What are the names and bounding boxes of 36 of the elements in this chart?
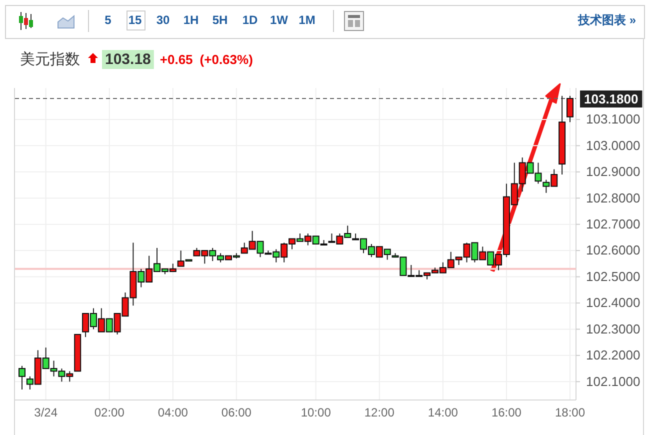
y-tick-label: 102.9000 [586, 164, 640, 180]
text: (+0.63%) [200, 52, 253, 67]
y-tick-label: 102.5000 [586, 268, 640, 284]
x-tick-label: 16:00 [491, 406, 522, 420]
text: 技术图表 » [577, 13, 636, 27]
text: 1D [242, 13, 258, 27]
text: 1M [298, 13, 316, 27]
x-tick-label: 04:00 [158, 406, 188, 420]
y-tick-label: 102.8000 [586, 190, 640, 206]
x-tick-label: 18:00 [554, 406, 586, 420]
text: 15 [128, 13, 142, 27]
ref-line-label: 103.1800 [584, 91, 638, 106]
candlestick [18, 365, 26, 390]
text: 1H [183, 13, 199, 27]
x-tick-label: 02:00 [94, 406, 125, 420]
y-tick-label: 103.0000 [586, 138, 640, 153]
text: +0.65 [160, 52, 193, 67]
y-tick-label: 103.1000 [586, 112, 640, 127]
y-tick-label: 102.6000 [586, 242, 640, 258]
x-tick-label: 12:00 [364, 406, 395, 420]
text: 30 [156, 13, 170, 27]
y-tick-label: 102.3000 [586, 321, 640, 336]
y-tick-label: 102.7000 [586, 216, 640, 232]
candlestick [566, 95, 574, 123]
text: 1W [270, 13, 289, 27]
text: 5H [212, 13, 228, 27]
x-tick-label: 10:00 [300, 406, 332, 420]
y-tick-label: 102.1000 [586, 374, 640, 389]
text: 103.18 [105, 51, 151, 68]
y-tick-label: 102.4000 [586, 295, 640, 310]
chart-title: 美元指数 [20, 51, 80, 68]
x-tick-label: 06:00 [221, 406, 252, 420]
text: 5 [104, 13, 112, 27]
x-tick-label: 14:00 [428, 406, 458, 420]
x-tick-label: 3/24 [34, 406, 58, 420]
y-tick-label: 102.2000 [586, 348, 640, 363]
